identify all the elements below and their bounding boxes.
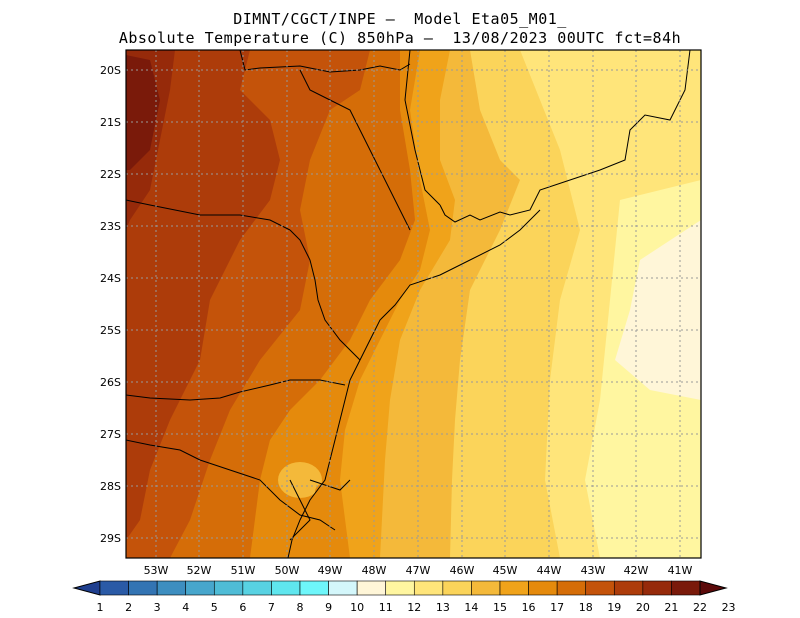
- colorbar-label: 21: [664, 601, 678, 614]
- colorbar-swatch: [213, 580, 244, 596]
- colorbar-label: 14: [464, 601, 478, 614]
- colorbar-label: 11: [379, 601, 393, 614]
- colorbar-label: 8: [297, 601, 304, 614]
- colorbar-swatch: [299, 580, 329, 596]
- colorbar-label: 19: [607, 601, 621, 614]
- colorbar-label: 10: [350, 601, 364, 614]
- colorbar-label: 20: [636, 601, 650, 614]
- plot-frame: [125, 49, 702, 559]
- lon-label: 51W: [231, 564, 256, 577]
- colorbar-label: 9: [325, 601, 332, 614]
- colorbar-swatch: [385, 580, 415, 596]
- lon-label: 43W: [581, 564, 606, 577]
- lat-label: 28S: [100, 480, 121, 493]
- colorbar-swatch: [128, 580, 158, 596]
- lat-label: 21S: [100, 116, 121, 129]
- colorbar-swatch: [156, 580, 187, 596]
- colorbar-arrow-high: [699, 580, 728, 596]
- lon-label: 48W: [362, 564, 387, 577]
- colorbar-swatch: [271, 580, 301, 596]
- colorbar-swatch: [356, 580, 387, 596]
- colorbar-swatch: [528, 580, 558, 596]
- lon-label: 50W: [275, 564, 300, 577]
- colorbar-label: 18: [579, 601, 593, 614]
- latitude-labels: 20S 21S 22S 23S 24S 25S 26S 27S 28S 29S: [100, 64, 121, 545]
- colorbar-swatch: [585, 580, 615, 596]
- colorbar-label: 23: [722, 601, 736, 614]
- colorbar-swatch: [328, 580, 358, 596]
- colorbar-label: 3: [154, 601, 161, 614]
- colorbar-arrow-low: [72, 580, 101, 596]
- colorbar-swatch: [613, 580, 644, 596]
- lat-label: 25S: [100, 324, 121, 337]
- lon-label: 53W: [144, 564, 169, 577]
- lon-label: 47W: [406, 564, 431, 577]
- temperature-field: [126, 50, 701, 558]
- map-grid: [126, 50, 701, 558]
- lon-label: 49W: [318, 564, 343, 577]
- colorbar-label: 7: [268, 601, 275, 614]
- colorbar-label: 13: [436, 601, 450, 614]
- colorbar-label: 16: [522, 601, 536, 614]
- colorbar-label: 2: [125, 601, 132, 614]
- lat-label: 23S: [100, 220, 121, 233]
- colorbar-label: 15: [493, 601, 507, 614]
- lat-label: 22S: [100, 168, 121, 181]
- lon-label: 44W: [537, 564, 562, 577]
- longitude-labels: 53W 52W 51W 50W 49W 48W 47W 46W 45W 44W …: [144, 564, 693, 577]
- colorbar-swatch: [99, 580, 129, 596]
- colorbar-swatch: [442, 580, 472, 596]
- lat-label: 29S: [100, 532, 121, 545]
- colorbar-swatch: [671, 580, 701, 596]
- colorbar-label: 5: [211, 601, 218, 614]
- colorbar: 1 2 3 4 5 6 7 8 9 10 11 12 13 14 15 16 17 18 19 20 21 22 23: [72, 580, 736, 614]
- lon-label: 41W: [668, 564, 693, 577]
- map-title-line-1: DIMNT/CGCT/INPE – Model Eta05_M01_: [233, 10, 567, 28]
- colorbar-swatch: [185, 580, 215, 596]
- colorbar-swatch: [556, 580, 587, 596]
- colorbar-swatch: [413, 580, 444, 596]
- colorbar-label: 1: [97, 601, 104, 614]
- colorbar-swatch: [471, 580, 501, 596]
- lon-label: 42W: [624, 564, 649, 577]
- colorbar-swatch: [242, 580, 272, 596]
- colorbar-swatch: [499, 580, 529, 596]
- colorbar-swatch: [642, 580, 672, 596]
- map-title-line-2: Absolute Temperature (C) 850hPa – 13/08/…: [118, 29, 682, 47]
- coastlines-and-borders: [126, 50, 691, 558]
- lat-label: 26S: [100, 376, 121, 389]
- lon-label: 45W: [493, 564, 518, 577]
- lat-label: 24S: [100, 272, 121, 285]
- lat-label: 27S: [100, 428, 121, 441]
- colorbar-label: 12: [407, 601, 421, 614]
- colorbar-label: 6: [239, 601, 246, 614]
- lat-label: 20S: [100, 64, 121, 77]
- lon-label: 52W: [187, 564, 212, 577]
- colorbar-label: 17: [550, 601, 564, 614]
- colorbar-label: 22: [693, 601, 707, 614]
- colorbar-label: 4: [182, 601, 189, 614]
- lon-label: 46W: [450, 564, 475, 577]
